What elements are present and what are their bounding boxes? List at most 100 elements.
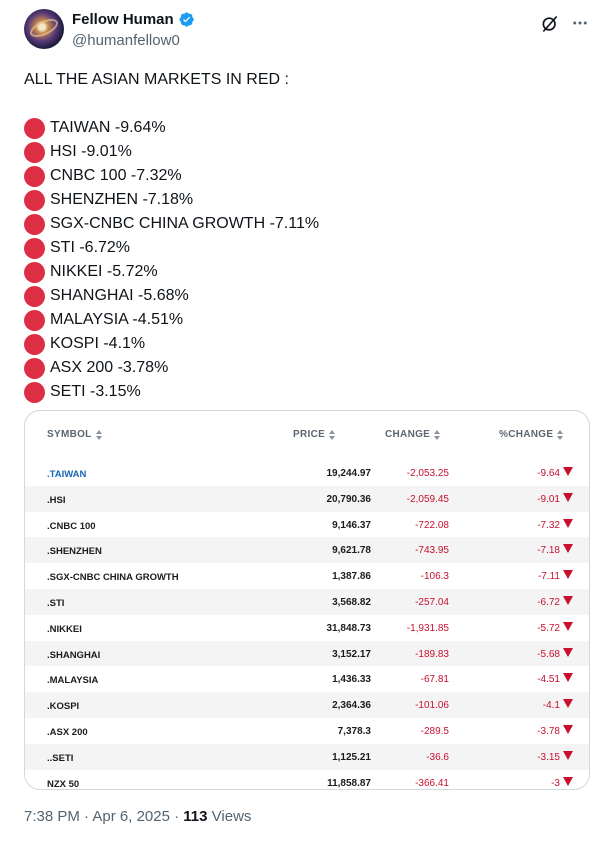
price-cell: 1,387.86 — [332, 571, 371, 583]
market-line: KOSPI -4.1% — [24, 332, 584, 356]
market-line-text: ASX 200 -3.78% — [50, 359, 169, 376]
down-arrow-icon — [563, 776, 573, 786]
red-circle-icon — [24, 237, 45, 259]
market-list: TAIWAN -9.64% HSI -9.01% CNBC 100 -7.32% SH… — [24, 116, 584, 404]
pct-change-cell: -6.72 — [537, 596, 560, 608]
table-row[interactable]: .SHENZHEN 9,621.78 -743.95 -7.18 — [25, 537, 589, 564]
change-cell: -106.3 — [420, 571, 449, 583]
meta-separator: · — [174, 808, 180, 825]
symbol-cell: ..SETI — [47, 752, 74, 764]
price-cell: 2,364.36 — [332, 700, 371, 712]
price-cell: 3,152.17 — [332, 648, 371, 660]
table-row[interactable]: .KOSPI 2,364.36 -101.06 -4.1 — [25, 692, 589, 718]
table-row[interactable]: .NIKKEI 31,848.73 -1,931.85 -5.72 — [25, 615, 589, 641]
avatar[interactable] — [24, 9, 64, 49]
red-circle-icon — [24, 117, 45, 139]
post-heading: ALL THE ASIAN MARKETS IN RED : — [24, 71, 289, 88]
symbol-cell: .HSI — [47, 494, 66, 506]
red-circle-icon — [24, 357, 45, 379]
post-date[interactable]: Apr 6, 2025 — [92, 808, 170, 825]
pct-change-column-header[interactable]: %CHANGE — [499, 429, 564, 440]
pct-change-cell: -9.64 — [537, 468, 560, 479]
red-circle-icon — [24, 285, 45, 307]
red-circle-icon — [24, 165, 45, 187]
author-name-row: Fellow Human — [72, 11, 195, 28]
change-cell: -722.08 — [415, 519, 449, 531]
table-header: SYMBOL PRICE CHANGE %CHANGE — [25, 411, 589, 455]
author-display-name[interactable]: Fellow Human — [72, 11, 174, 28]
price-cell: 3,568.82 — [332, 596, 371, 608]
down-arrow-icon — [563, 595, 573, 605]
red-circle-icon — [24, 189, 45, 211]
down-arrow-icon — [563, 570, 573, 580]
table-row[interactable]: .SHANGHAI 3,152.17 -189.83 -5.68 — [25, 640, 589, 667]
table-row[interactable]: .STI 3,568.82 -257.04 -6.72 — [25, 588, 589, 615]
market-line-text: TAIWAN -9.64% — [50, 119, 166, 136]
price-cell: 1,125.21 — [332, 751, 371, 763]
author-handle[interactable]: @humanfellow0 — [72, 32, 180, 49]
market-line-text: SHENZHEN -7.18% — [50, 191, 194, 208]
views-count[interactable]: 113 — [183, 808, 208, 825]
price-column-header[interactable]: PRICE — [293, 429, 336, 440]
change-column-header[interactable]: CHANGE — [385, 429, 441, 440]
more-options-icon[interactable] — [571, 14, 589, 32]
table-row[interactable]: NZX 50 11,858.87 -366.41 -3 — [25, 770, 589, 789]
red-circle-icon — [24, 381, 45, 403]
table-row[interactable]: .MALAYSIA 1,436.33 -67.81 -4.51 — [25, 666, 589, 692]
sort-icon — [434, 429, 441, 440]
symbol-cell: .CNBC 100 — [47, 520, 96, 532]
red-circle-icon — [24, 141, 45, 163]
pct-change-cell: -7.18 — [537, 545, 560, 557]
change-cell: -2,053.25 — [406, 468, 449, 479]
red-circle-icon — [24, 261, 45, 283]
table-row[interactable]: .CNBC 100 9,146.37 -722.08 -7.32 — [25, 512, 589, 538]
market-line-text: HSI -9.01% — [50, 143, 132, 160]
pct-change-cell: -3.15 — [537, 751, 560, 763]
market-line: CNBC 100 -7.32% — [24, 164, 584, 188]
red-circle-icon — [24, 213, 45, 235]
pct-change-cell: -7.32 — [537, 519, 560, 531]
down-arrow-icon — [563, 621, 573, 631]
pct-change-cell: -3 — [551, 777, 560, 789]
market-line-text: CNBC 100 -7.32% — [50, 167, 182, 184]
market-line: SHANGHAI -5.68% — [24, 284, 584, 308]
table-body: .TAIWAN 19,244.97 -2,053.25 -9.64 .HSI 20,790… — [25, 460, 589, 789]
pct-change-header-label: %CHANGE — [499, 429, 554, 440]
symbol-column-header[interactable]: SYMBOL — [47, 429, 102, 440]
price-header-label: PRICE — [293, 429, 326, 440]
table-row[interactable]: .TAIWAN 19,244.97 -2,053.25 -9.64 — [25, 460, 589, 486]
market-table-card[interactable]: SYMBOL PRICE CHANGE %CHANGE .TAIWAN 19,24… — [24, 410, 590, 790]
post-meta: 7:38 PM · Apr 6, 2025 · 113 Views — [24, 808, 251, 825]
table-row[interactable]: .HSI 20,790.36 -2,059.45 -9.01 — [25, 485, 589, 512]
change-cell: -189.83 — [415, 648, 449, 660]
change-cell: -289.5 — [420, 725, 449, 737]
meta-separator: · — [84, 808, 90, 825]
verified-badge-icon — [179, 12, 194, 27]
symbol-header-label: SYMBOL — [47, 429, 92, 440]
change-cell: -366.41 — [415, 777, 449, 789]
post-header: Fellow Human @humanfellow0 — [0, 0, 599, 60]
symbol-cell: .SHENZHEN — [47, 546, 102, 558]
grok-icon[interactable] — [540, 14, 560, 34]
table-row[interactable]: ..SETI 1,125.21 -36.6 -3.15 — [25, 743, 589, 770]
price-cell: 1,436.33 — [332, 674, 371, 686]
market-line: SETI -3.15% — [24, 380, 584, 404]
pct-change-cell: -4.1 — [542, 700, 560, 712]
symbol-cell[interactable]: .TAIWAN — [47, 469, 87, 480]
price-cell: 20,790.36 — [326, 493, 372, 505]
post-time[interactable]: 7:38 PM — [24, 808, 80, 825]
market-line-text: STI -6.72% — [50, 239, 131, 256]
pct-change-cell: -5.68 — [537, 648, 560, 660]
market-line: NIKKEI -5.72% — [24, 260, 584, 284]
down-arrow-icon — [563, 699, 573, 709]
change-cell: -1,931.85 — [406, 622, 449, 634]
down-arrow-icon — [563, 492, 573, 502]
symbol-cell: .MALAYSIA — [47, 675, 99, 687]
down-arrow-icon — [563, 518, 573, 528]
table-row[interactable]: .SGX-CNBC CHINA GROWTH 1,387.86 -106.3 -7.1… — [25, 563, 589, 589]
price-cell: 9,146.37 — [332, 519, 371, 531]
market-line: STI -6.72% — [24, 236, 584, 260]
market-line: ASX 200 -3.78% — [24, 356, 584, 380]
table-row[interactable]: .ASX 200 7,378.3 -289.5 -3.78 — [25, 718, 589, 744]
market-line: SHENZHEN -7.18% — [24, 188, 584, 212]
